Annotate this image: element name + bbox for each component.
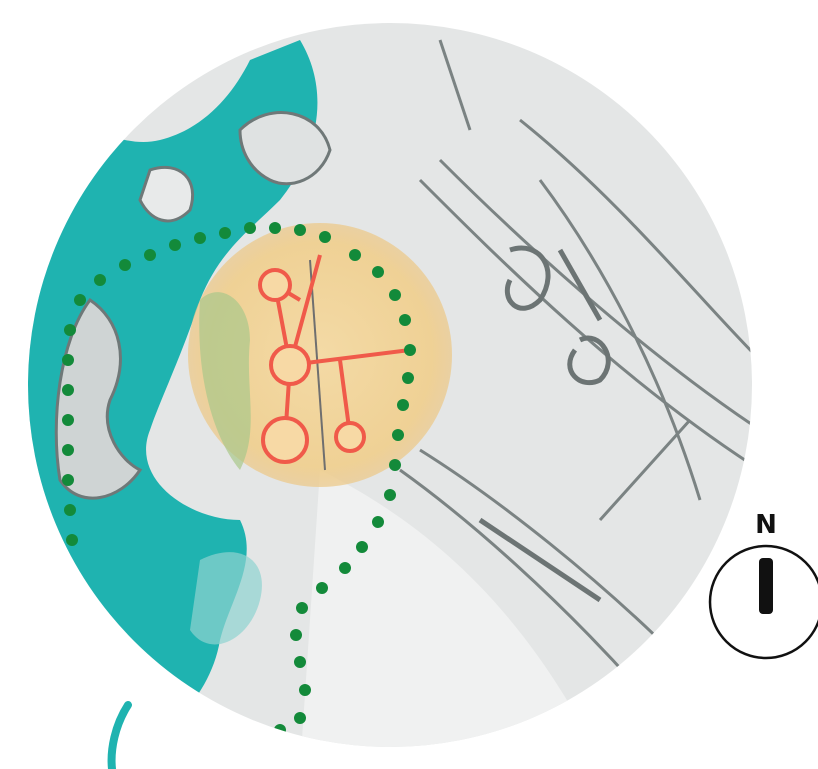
roads [399, 39, 752, 691]
land-light [300, 470, 600, 747]
island [138, 165, 195, 223]
compass: N [708, 510, 818, 660]
compass-needle [759, 558, 773, 614]
decorative-stroke [107, 701, 132, 769]
island [238, 111, 332, 186]
map-lettering [478, 245, 611, 603]
island [54, 297, 143, 500]
compass-label: N [755, 510, 777, 540]
road-inner [309, 259, 326, 471]
green-area [199, 292, 251, 470]
shallow-water [190, 552, 262, 645]
node-network [258, 254, 411, 464]
focus-zone [188, 223, 452, 487]
